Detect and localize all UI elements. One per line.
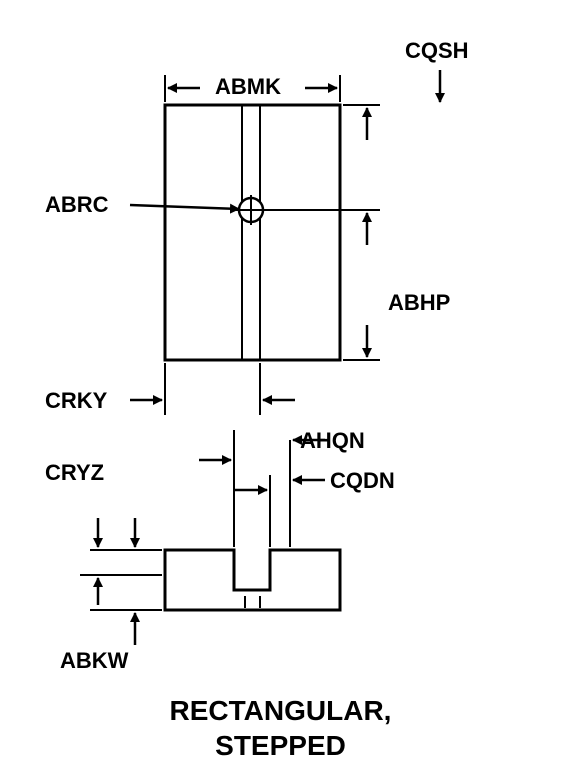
label-ahqn: AHQN — [300, 428, 365, 454]
label-abkw: ABKW — [60, 648, 128, 674]
main-rectangle — [165, 105, 340, 360]
label-cryz: CRYZ — [45, 460, 104, 486]
label-abmk: ABMK — [215, 74, 281, 100]
diagram-container: ABMK CQSH ABRC ABHP CRKY AHQN CRYZ CQDN … — [0, 0, 561, 774]
label-abhp: ABHP — [388, 290, 450, 316]
label-crky: CRKY — [45, 388, 107, 414]
label-cqdn: CQDN — [330, 468, 395, 494]
label-cqsh: CQSH — [405, 38, 469, 64]
label-abrc: ABRC — [45, 192, 109, 218]
stepped-shape — [165, 550, 340, 610]
title-line2: STEPPED — [0, 730, 561, 762]
abrc-arrow — [130, 205, 239, 209]
title-line1: RECTANGULAR, — [0, 695, 561, 727]
